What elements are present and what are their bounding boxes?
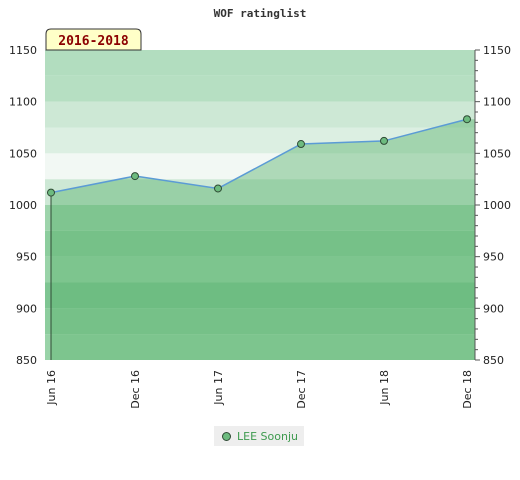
data-point-marker — [463, 115, 471, 124]
grid-band — [45, 75, 475, 102]
badge-label: 2016-2018 — [58, 34, 129, 49]
grid-band — [45, 256, 475, 283]
y-tick-label-left: 1150 — [9, 44, 37, 57]
date-range-badge: 2016-2018 — [45, 28, 142, 51]
legend-label: LEE Soonju — [237, 429, 298, 443]
plot-background — [45, 50, 475, 360]
grid-band — [45, 308, 475, 335]
data-point-marker — [297, 140, 305, 149]
x-tick-label: Jun 18 — [378, 370, 391, 406]
y-tick-label-left: 1050 — [9, 147, 37, 160]
grid-band — [45, 179, 475, 205]
grid-band — [45, 127, 475, 154]
legend: LEE Soonju — [214, 426, 304, 446]
y-tick-label-left: 950 — [16, 251, 37, 264]
y-tick-label-left: 900 — [16, 302, 37, 315]
grid-band — [45, 50, 475, 76]
y-tick-label-left: 850 — [16, 354, 37, 367]
series-line — [50, 118, 468, 194]
badge-box — [45, 28, 142, 51]
data-point-marker — [47, 188, 55, 197]
x-tick-label: Dec 16 — [129, 370, 142, 409]
data-point-marker — [131, 172, 139, 181]
y-tick-label-left: 1000 — [9, 199, 37, 212]
x-tick-label: Dec 17 — [295, 370, 308, 409]
grid-band — [45, 205, 475, 231]
grid-band — [45, 334, 475, 360]
y-tick-label-right: 900 — [483, 302, 504, 315]
legend-marker-icon — [222, 431, 231, 441]
y-tick-label-right: 1000 — [483, 199, 511, 212]
y-tick-label-left: 1100 — [9, 96, 37, 109]
grid-band — [45, 282, 475, 309]
y-tick-label-right: 850 — [483, 354, 504, 367]
y-tick-label-right: 1050 — [483, 147, 511, 160]
y-tick-label-right: 950 — [483, 251, 504, 264]
data-point-marker — [380, 136, 388, 145]
x-tick-label: Dec 18 — [461, 370, 474, 409]
x-tick-label: Jun 16 — [45, 370, 58, 406]
y-tick-label-right: 1100 — [483, 96, 511, 109]
data-point-marker — [214, 184, 222, 193]
grid-band — [45, 230, 475, 257]
grid-band — [45, 101, 475, 128]
y-tick-label-right: 1150 — [483, 44, 511, 57]
x-tick-label: Jun 17 — [212, 370, 225, 406]
chart-title: WOF ratinglist — [214, 7, 307, 20]
